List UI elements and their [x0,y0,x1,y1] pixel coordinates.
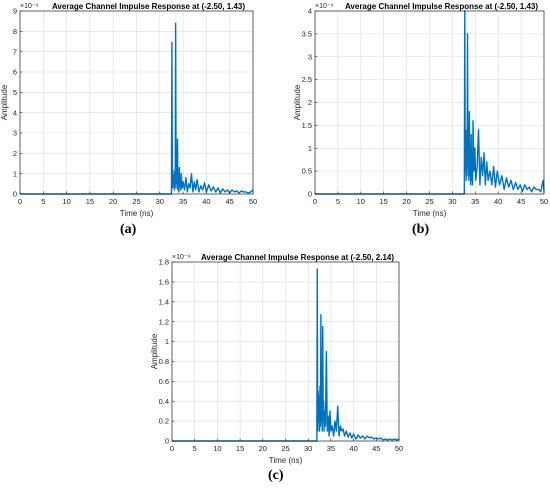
y-tick-label: 0.2 [159,417,169,426]
x-tick-label: 15 [380,197,388,206]
x-tick-label: 50 [395,444,403,453]
x-tick-label: 40 [494,197,502,206]
y-tick-label: 1 [13,169,17,178]
y-tick-label: 0 [165,437,169,446]
y-tick-label: 4 [13,108,17,117]
y-tick-label: 1 [165,337,169,346]
chart-panel-a: 0 5 10 15 20 25 30 35 40 45 50 0 1 2 3 4 5 6 7 8 9 ×10⁻⁹ Avera… [0,0,270,227]
x-tick-label: 45 [517,197,525,206]
y-exponent-label: ×10⁻⁹ [172,254,191,261]
chart-title: Average Channel Impulse Response at (-2.… [52,2,245,11]
chart-title: Average Channel Impulse Response at (-2.… [201,253,394,262]
y-tick-label: 2 [13,149,17,158]
y-exponent-label: ×10⁻⁹ [315,3,334,10]
caption-c: (c) [268,468,284,483]
x-axis-label: Time (ns) [269,456,303,465]
y-tick-label: 1.2 [159,317,169,326]
chart-svg-c: 0 5 10 15 20 25 30 35 40 45 50 0 0.2 0.4 0.6 0.8 1 1.2 1.4… [150,253,403,465]
y-tick-label: 2.5 [302,75,312,84]
y-axis-label: Amplitude [0,84,9,120]
series-line-b-0 [315,10,545,195]
y-tick-label: 0.5 [302,167,312,176]
x-axis-label: Time (ns) [120,209,154,218]
x-tick-label: 5 [41,197,45,206]
x-tick-label: 30 [448,197,456,206]
chart-panel-c: 0 5 10 15 20 25 30 35 40 45 50 0 0.2 0.4 0.6 0.8 1 1.2 1.4… [145,252,410,473]
y-tick-label: 4 [308,7,312,16]
x-tick-label: 40 [349,444,357,453]
x-tick-label: 20 [259,444,267,453]
x-tick-label: 25 [425,197,433,206]
y-tick-label: 0 [13,190,17,199]
x-tick-label: 0 [18,197,22,206]
y-tick-label: 3.5 [302,29,312,38]
x-tick-label: 0 [170,444,174,453]
x-tick-label: 45 [226,197,234,206]
x-axis-label: Time (ns) [413,209,447,218]
x-tick-label: 15 [86,197,94,206]
y-tick-label: 0.6 [159,377,169,386]
x-tick-label: 35 [327,444,335,453]
x-tick-label: 15 [236,444,244,453]
y-tick-label: 2 [308,98,312,107]
chart-panel-b: 0 5 10 15 20 25 30 35 40 45 50 0 0.5 1 1.5 2 2.5 3 3.5 4 ×10… [285,0,550,227]
x-tick-label: 35 [471,197,479,206]
x-tick-label: 25 [281,444,289,453]
y-tick-label: 1.5 [302,121,312,130]
x-tick-label: 50 [540,197,548,206]
x-tick-label: 10 [213,444,221,453]
y-tick-label: 6 [13,68,17,77]
x-tick-label: 0 [313,197,317,206]
y-tick-label: 1.6 [159,277,169,286]
y-tick-label: 3 [13,129,17,138]
x-tick-label: 30 [156,197,164,206]
x-tick-label: 35 [179,197,187,206]
y-exponent-label: ×10⁻⁹ [20,3,39,10]
x-tick-label: 20 [402,197,410,206]
caption-a: (a) [120,222,137,237]
x-tick-label: 50 [249,197,257,206]
y-tick-label: 1.8 [159,258,169,267]
y-tick-label: 5 [13,88,17,97]
x-tick-label: 5 [336,197,340,206]
x-tick-label: 20 [109,197,117,206]
x-tick-label: 10 [357,197,365,206]
series-line-a-0 [20,22,254,195]
x-tick-label: 30 [304,444,312,453]
x-tick-label: 25 [132,197,140,206]
x-tick-label: 5 [193,444,197,453]
x-tick-label: 40 [202,197,210,206]
y-tick-label: 0.8 [159,357,169,366]
y-tick-label: 0.4 [159,397,169,406]
x-tick-label: 10 [62,197,70,206]
y-tick-label: 3 [308,52,312,61]
x-tick-label: 45 [372,444,380,453]
y-tick-label: 0 [308,190,312,199]
y-tick-label: 1 [308,144,312,153]
y-axis-label: Amplitude [150,333,159,369]
chart-title: Average Channel Impulse Response at (-2.… [345,2,538,11]
y-axis-label: Amplitude [293,84,302,120]
chart-svg-b: 0 5 10 15 20 25 30 35 40 45 50 0 0.5 1 1.5 2 2.5 3 3.5 4×10… [293,2,548,218]
caption-b: (b) [412,222,430,237]
y-tick-label: 9 [13,7,17,16]
y-tick-label: 1.4 [159,297,169,306]
y-tick-label: 8 [13,27,17,36]
series-line-c-0 [172,268,400,442]
y-tick-label: 7 [13,47,17,56]
